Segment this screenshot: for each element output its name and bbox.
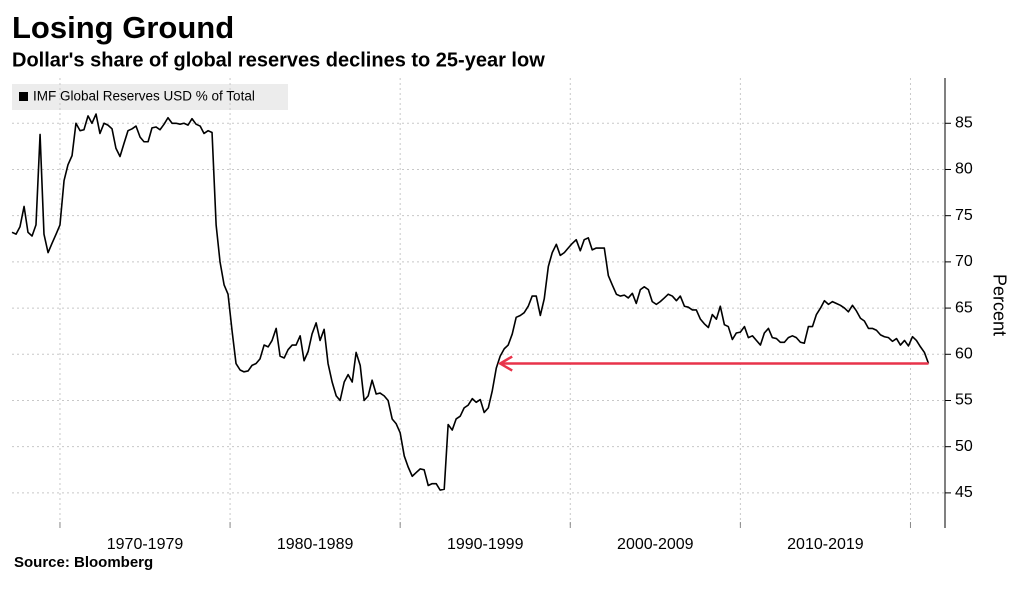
chart-subtitle: Dollar's share of global reserves declin… (12, 49, 545, 71)
legend-box (12, 84, 288, 110)
y-tick-label: 55 (955, 392, 973, 409)
source: Source: Bloomberg (14, 554, 153, 571)
y-tick-label: 60 (955, 346, 973, 363)
arrow-head (497, 355, 513, 372)
y-tick-label: 80 (955, 161, 973, 178)
data-line (11, 113, 930, 491)
y-tick-label: 70 (955, 253, 973, 270)
y-tick-label: 50 (955, 438, 973, 455)
y-tick-label: 85 (955, 114, 973, 131)
x-tick-label: 1980-1989 (277, 536, 354, 553)
x-tick-label: 2010-2019 (787, 536, 864, 553)
x-tick-label: 1990-1999 (447, 536, 524, 553)
chart-title: Losing Ground (12, 10, 234, 45)
x-tick-label: 1970-1979 (107, 536, 184, 553)
y-tick-label: 65 (955, 299, 973, 316)
y-tick-label: 75 (955, 207, 973, 224)
y-tick-label: 45 (955, 484, 973, 501)
legend-label: IMF Global Reserves USD % of Total (33, 89, 255, 104)
legend-swatch (19, 92, 28, 101)
y-axis-label: Percent (989, 274, 1009, 336)
x-tick-label: 2000-2009 (617, 536, 694, 553)
